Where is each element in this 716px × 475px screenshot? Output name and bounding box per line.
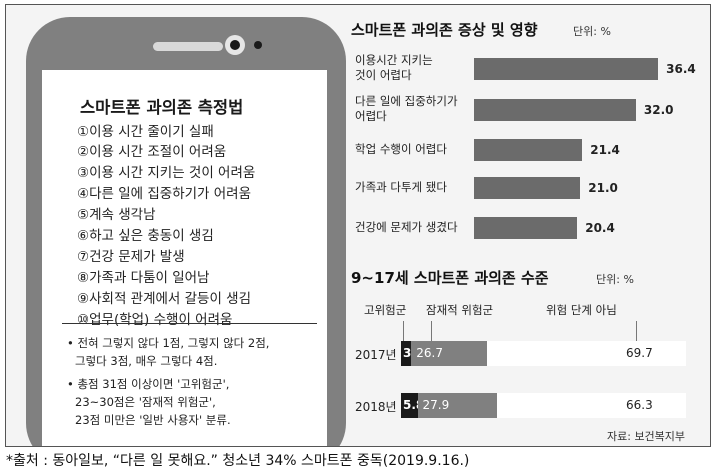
symptom-chart-unit: 단위: % — [573, 25, 611, 38]
score-note-line: • 전혀 그렇지 않다 1점, 그렇지 않다 2점, — [67, 336, 270, 350]
bar-value-label: 32.0 — [643, 103, 674, 117]
checklist-item: ⑨사회적 관계에서 갈등이 생김 — [77, 291, 252, 307]
checklist-item: ①이용 시간 줄이기 실패 — [77, 124, 214, 140]
classification-note-line: 23~30점은 '잠재적 위험군', — [75, 395, 216, 409]
bar-value-label: 36.4 — [666, 62, 696, 76]
series-leader-line — [636, 321, 637, 341]
checklist-item: ⑧가족과 다툼이 일어남 — [77, 270, 210, 286]
level-chart-title: 9~17세 스마트폰 과의존 수준 — [351, 269, 549, 287]
phone-illustration: 스마트폰 과의존 측정법 ①이용 시간 줄이기 실패 ②이용 시간 조절이 어려… — [26, 17, 346, 446]
series-leader-line — [431, 321, 432, 341]
segment-value-label: 66.3 — [626, 398, 653, 412]
checklist-item: ⑩업무(학업) 수행이 어려움 — [77, 312, 233, 328]
series-leader-line — [403, 321, 404, 341]
stacked-segment — [401, 393, 418, 418]
segment-value-label: 27.9 — [422, 398, 450, 412]
infographic-frame: 스마트폰 과의존 측정법 ①이용 시간 줄이기 실패 ②이용 시간 조절이 어려… — [5, 4, 711, 447]
phone-speaker — [153, 42, 223, 51]
checklist-item: ③이용 시간 지키는 것이 어려움 — [77, 165, 256, 181]
checklist-item: ⑥하고 싶은 충동이 생김 — [77, 228, 214, 244]
bar-category-label: 가족과 다투게 됐다 — [355, 180, 447, 194]
checklist-item: ⑤계속 생각남 — [77, 207, 156, 223]
checklist-item: ②이용 시간 조절이 어려움 — [77, 144, 227, 160]
symptom-bar — [474, 99, 636, 121]
level-chart-unit: 단위: % — [596, 273, 634, 286]
score-note-line: 그렇다 3점, 매우 그렇다 4점. — [75, 354, 218, 368]
symptom-bar — [474, 139, 583, 161]
checklist-item: ⑦건강 문제가 발생 — [77, 249, 185, 265]
stacked-segment — [497, 393, 686, 418]
classification-note-line: 23점 미만은 '일반 사용자' 분류. — [75, 413, 231, 427]
year-label: 2017년 — [355, 348, 397, 362]
stacked-segment — [487, 341, 686, 366]
bar-value-label: 20.4 — [585, 221, 615, 235]
symptom-bar — [474, 177, 581, 199]
phone-screen: 스마트폰 과의존 측정법 ①이용 시간 줄이기 실패 ②이용 시간 조절이 어려… — [42, 70, 327, 446]
year-label: 2018년 — [355, 400, 397, 414]
stacked-segment — [401, 341, 412, 366]
series-label: 위험 단계 아님 — [546, 303, 617, 317]
article-caption: *출처 : 동아일보, “다른 일 못해요.” 청소년 34% 스마트폰 중독(… — [6, 453, 470, 469]
bar-category-label: 다른 일에 집중하기가 어렵다 — [355, 94, 458, 123]
checklist-divider — [62, 323, 317, 324]
series-label: 고위험군 — [364, 303, 407, 317]
bar-category-label: 학업 수행이 어렵다 — [355, 142, 447, 156]
stacked-segment — [417, 393, 498, 418]
bar-value-label: 21.4 — [590, 143, 620, 157]
symptom-chart-title: 스마트폰 과의존 증상 및 영향 — [351, 21, 538, 39]
series-label: 잠재적 위험군 — [426, 303, 494, 317]
checklist-item: ④다른 일에 집중하기가 어려움 — [77, 186, 252, 202]
stacked-segment — [411, 341, 488, 366]
symptom-bar — [474, 58, 659, 80]
bar-value-label: 21.0 — [588, 181, 618, 195]
symptom-bar — [474, 217, 578, 239]
bar-category-label: 건강에 문제가 생겼다 — [355, 220, 458, 234]
segment-value-label: 69.7 — [626, 346, 653, 360]
phone-camera-lens — [230, 40, 240, 50]
chart-source: 자료: 보건복지부 — [607, 430, 686, 443]
classification-note-line: • 총점 31점 이상이면 '고위험군', — [67, 377, 230, 391]
checklist-title: 스마트폰 과의존 측정법 — [80, 98, 244, 117]
segment-value-label: 26.7 — [416, 346, 443, 360]
phone-sensor — [254, 41, 262, 49]
bar-category-label: 이용시간 지키는 것이 어렵다 — [355, 53, 433, 82]
